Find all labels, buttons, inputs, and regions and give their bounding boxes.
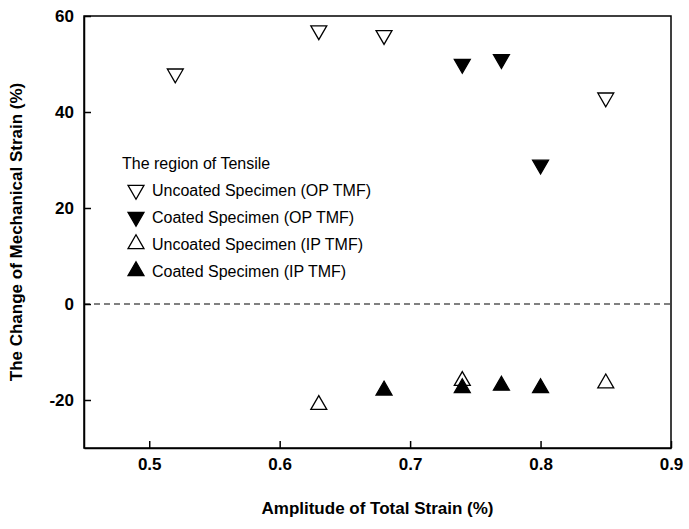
legend: The region of Tensile Uncoated Specimen (…	[122, 155, 371, 280]
point	[598, 93, 614, 107]
plot-area	[84, 26, 671, 410]
y-tick: 60	[55, 7, 91, 26]
point	[454, 59, 470, 73]
x-tick-mark	[671, 441, 673, 448]
x-tick-label: 0.9	[660, 455, 684, 474]
x-tick-mark	[410, 441, 412, 448]
point	[376, 31, 392, 45]
y-axis: -20 0 20 40 60	[49, 7, 91, 449]
x-tick-mark	[540, 441, 542, 448]
legend-title: The region of Tensile	[122, 155, 270, 172]
x-tick-mark	[149, 441, 151, 448]
x-tick: 0.8	[529, 441, 553, 474]
x-tick-label: 0.7	[399, 455, 423, 474]
y-tick: 40	[55, 103, 91, 122]
x-tick-label: 0.5	[138, 455, 162, 474]
x-tick: 0.6	[268, 441, 292, 474]
point	[493, 376, 509, 390]
y-tick-mark	[84, 400, 91, 402]
x-axis-line	[85, 448, 672, 450]
x-axis-title: Amplitude of Total Strain (%)	[261, 499, 493, 518]
x-tick-label: 0.6	[268, 455, 292, 474]
y-tick-label: 60	[55, 7, 74, 26]
series	[376, 376, 548, 395]
y-tick-mark	[84, 16, 91, 18]
y-tick-label: 0	[65, 295, 74, 314]
plot-frame	[84, 16, 671, 448]
x-tick: 0.9	[660, 441, 684, 474]
y-tick: 20	[55, 199, 91, 218]
legend-marker	[128, 212, 144, 226]
x-tick-mark	[279, 441, 281, 448]
point	[167, 69, 183, 83]
point	[493, 55, 509, 69]
point	[533, 160, 549, 174]
x-tick: 0.7	[399, 441, 423, 474]
legend-marker	[128, 235, 144, 249]
x-axis: 0.5 0.6 0.7 0.8 0.9	[85, 441, 684, 474]
point	[598, 374, 614, 388]
point	[454, 379, 470, 393]
y-tick-mark	[84, 208, 91, 210]
series	[311, 372, 614, 410]
point	[376, 381, 392, 395]
legend-label: Coated Specimen (IP TMF)	[152, 263, 346, 280]
y-tick-label: 40	[55, 103, 74, 122]
series	[454, 55, 548, 174]
legend-marker	[128, 262, 144, 276]
y-axis-line	[84, 17, 86, 449]
y-tick-label: -20	[49, 391, 74, 410]
legend-marker	[128, 185, 144, 199]
legend-label: Coated Specimen (OP TMF)	[152, 209, 354, 226]
reference-line	[84, 304, 671, 305]
chart: 0.5 0.6 0.7 0.8 0.9 -20 0 20 40 60 Amplitude of To…	[0, 0, 689, 529]
point	[533, 379, 549, 393]
x-tick-label: 0.8	[529, 455, 553, 474]
point	[311, 396, 327, 410]
series	[167, 26, 613, 107]
y-tick-label: 20	[55, 199, 74, 218]
y-tick-mark	[84, 112, 91, 114]
y-axis-title: The Change of Mechanical Strain (%)	[7, 83, 26, 382]
x-tick: 0.5	[138, 441, 162, 474]
point	[311, 26, 327, 40]
y-tick: -20	[49, 391, 91, 410]
legend-label: Uncoated Specimen (OP TMF)	[152, 182, 371, 199]
legend-label: Uncoated Specimen (IP TMF)	[152, 236, 363, 253]
